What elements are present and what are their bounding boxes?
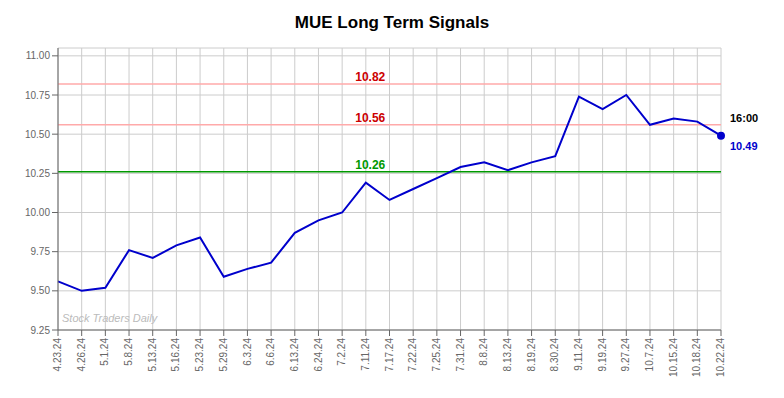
svg-text:6.24.24: 6.24.24 xyxy=(313,338,324,372)
svg-text:7.2.24: 7.2.24 xyxy=(336,338,347,366)
html-text:Stock Traders Daily: Stock Traders Daily xyxy=(62,312,158,324)
svg-text:4.23.24: 4.23.24 xyxy=(52,338,63,372)
svg-text:6.3.24: 6.3.24 xyxy=(242,338,253,366)
svg-text:5.29.24: 5.29.24 xyxy=(218,338,229,372)
svg-text:9.27.24: 9.27.24 xyxy=(620,338,631,372)
svg-text:7.17.24: 7.17.24 xyxy=(384,338,395,372)
html-text:MUE Long Term Signals: MUE Long Term Signals xyxy=(294,13,490,32)
svg-text:10.00: 10.00 xyxy=(25,207,50,218)
svg-text:7.22.24: 7.22.24 xyxy=(407,338,418,372)
svg-text:10.18.24: 10.18.24 xyxy=(691,338,702,377)
svg-text:8.8.24: 8.8.24 xyxy=(478,338,489,366)
svg-text:16:00: 16:00 xyxy=(730,112,758,124)
svg-text:6.6.24: 6.6.24 xyxy=(265,338,276,366)
svg-text:10.26: 10.26 xyxy=(355,158,385,172)
svg-text:5.1.24: 5.1.24 xyxy=(99,338,110,366)
svg-text:8.30.24: 8.30.24 xyxy=(549,338,560,372)
svg-text:9.11.24: 9.11.24 xyxy=(573,338,584,371)
svg-text:7.25.24: 7.25.24 xyxy=(431,338,442,372)
svg-text:10.49: 10.49 xyxy=(730,140,758,152)
svg-text:9.75: 9.75 xyxy=(31,246,51,257)
svg-text:10.50: 10.50 xyxy=(25,129,50,140)
svg-text:7.31.24: 7.31.24 xyxy=(455,338,466,372)
svg-text:10.25: 10.25 xyxy=(25,168,50,179)
svg-text:6.13.24: 6.13.24 xyxy=(289,338,300,372)
svg-text:5.13.24: 5.13.24 xyxy=(147,338,158,372)
svg-text:8.19.24: 8.19.24 xyxy=(526,338,537,372)
svg-text:10.75: 10.75 xyxy=(25,90,50,101)
svg-text:5.16.24: 5.16.24 xyxy=(170,338,181,372)
svg-text:9.19.24: 9.19.24 xyxy=(597,338,608,372)
svg-text:9.50: 9.50 xyxy=(31,285,51,296)
svg-text:5.8.24: 5.8.24 xyxy=(123,338,134,366)
svg-text:10.22.24: 10.22.24 xyxy=(715,338,726,377)
svg-text:8.13.24: 8.13.24 xyxy=(502,338,513,372)
svg-text:11.00: 11.00 xyxy=(26,50,51,61)
svg-text:5.23.24: 5.23.24 xyxy=(194,338,205,372)
svg-text:10.82: 10.82 xyxy=(355,70,385,84)
svg-text:10.56: 10.56 xyxy=(355,111,385,125)
svg-text:7.11.24: 7.11.24 xyxy=(360,338,371,371)
svg-text:10.7.24: 10.7.24 xyxy=(644,338,655,372)
svg-text:4.26.24: 4.26.24 xyxy=(76,338,87,372)
svg-text:9.25: 9.25 xyxy=(31,325,51,336)
svg-text:10.15.24: 10.15.24 xyxy=(668,338,679,377)
